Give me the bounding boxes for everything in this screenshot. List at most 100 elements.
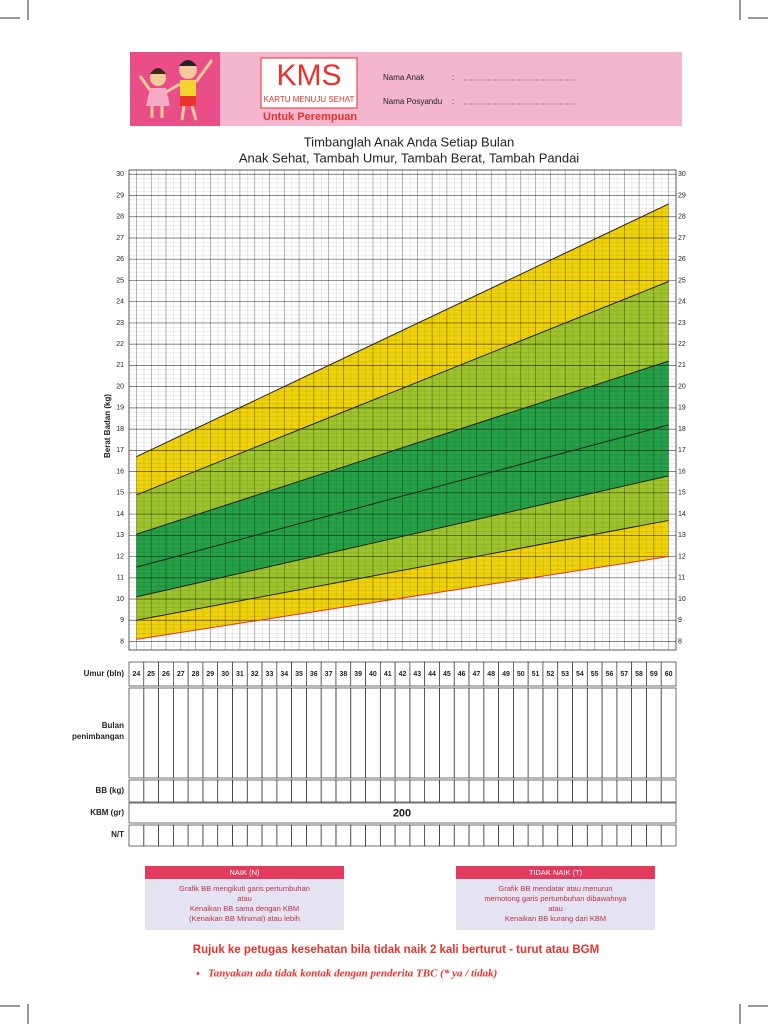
age-label: 38 <box>339 671 347 678</box>
table-cell <box>379 824 396 847</box>
table-cell <box>217 687 233 779</box>
y-tick-label: 24 <box>116 299 124 306</box>
age-label: 28 <box>192 671 200 678</box>
y-tick-label-right: 15 <box>678 490 686 497</box>
table-cell <box>601 779 618 803</box>
age-label: 39 <box>354 671 362 678</box>
age-label: 36 <box>310 671 318 678</box>
table-cell <box>173 824 189 847</box>
table-cell <box>631 687 647 779</box>
field-label: Nama Posyandu <box>383 97 442 106</box>
y-tick-label-right: 29 <box>678 192 686 199</box>
table-cell <box>350 687 366 779</box>
age-label: 33 <box>266 671 274 678</box>
table-cell <box>439 779 455 803</box>
y-tick-label-right: 20 <box>678 383 686 390</box>
table-cell <box>542 687 559 779</box>
box-line: (Kenaikan BB Minimal) atau lebih <box>189 914 300 923</box>
table-cell <box>306 824 322 847</box>
y-tick-label: 20 <box>116 383 124 390</box>
age-label: 52 <box>546 671 554 678</box>
table-cell <box>320 824 337 847</box>
table-cell <box>232 824 248 847</box>
y-tick-label-right: 16 <box>678 468 686 475</box>
y-tick-label: 21 <box>116 362 124 369</box>
logo: KMS <box>276 59 341 92</box>
table-cell <box>173 687 189 779</box>
table-cell <box>365 824 381 847</box>
table-cell <box>646 687 662 779</box>
age-label: 53 <box>561 671 569 678</box>
table-cell <box>276 687 292 779</box>
legend-boxes: NAIK (N) Grafik BB mengikuti garis pertum… <box>145 866 655 930</box>
growth-line <box>136 424 669 568</box>
table-cell <box>158 779 174 803</box>
age-label: 49 <box>502 671 510 678</box>
box-header <box>456 866 655 879</box>
table-cell <box>439 824 455 847</box>
table-cell <box>468 779 485 803</box>
table-cell <box>616 824 632 847</box>
table-cell <box>453 779 470 803</box>
table-cell <box>660 687 677 779</box>
y-tick-label: 15 <box>116 490 124 497</box>
y-tick-label: 13 <box>116 532 124 539</box>
y-tick-label: 11 <box>117 575 124 582</box>
box-line: Kenaikan BB sama dengan KBM <box>190 904 299 913</box>
field-separator: : <box>452 73 454 82</box>
age-label: 26 <box>162 671 170 678</box>
table-cell <box>143 779 159 803</box>
table-cell <box>557 687 573 779</box>
logo-box <box>260 57 358 109</box>
box-title: NAIK (N) <box>230 868 261 877</box>
box-line: memotong garis pertumbuhan dibawahnya <box>484 894 627 903</box>
table-cell <box>572 824 588 847</box>
row-label: Bulan <box>102 721 124 730</box>
growth-line <box>136 519 669 621</box>
table-cell <box>513 824 529 847</box>
box-line: Grafik BB mendatar atau menurun <box>498 884 612 893</box>
table-cell <box>143 687 159 779</box>
table-cell <box>246 779 263 803</box>
table-cell <box>276 779 292 803</box>
table-cell <box>498 779 514 803</box>
table-cell <box>439 687 455 779</box>
row-label: KBM (gr) <box>90 808 124 817</box>
header-band <box>130 52 682 126</box>
identity-fields: Nama Anak: Nama Posyandu: <box>383 73 576 106</box>
table-cell <box>542 824 559 847</box>
y-tick-label: 23 <box>116 320 124 327</box>
table-cell <box>542 779 559 803</box>
age-label: 34 <box>280 671 288 678</box>
table-cell <box>202 779 219 803</box>
age-label: 45 <box>443 671 451 678</box>
table-cell <box>187 687 204 779</box>
y-tick-label-right: 13 <box>678 532 686 539</box>
table-cell <box>261 779 278 803</box>
table-cell <box>128 824 145 847</box>
table-cell <box>291 687 307 779</box>
y-tick-label: 28 <box>116 214 124 221</box>
table-cell <box>409 779 426 803</box>
age-label: 54 <box>576 671 584 678</box>
table-cell <box>291 779 307 803</box>
y-tick-label: 19 <box>116 405 124 412</box>
table-cell <box>646 779 662 803</box>
table-cell <box>424 779 440 803</box>
growth-line <box>136 360 669 535</box>
age-label: 55 <box>591 671 599 678</box>
table-cell <box>527 687 544 779</box>
table-cell <box>513 779 529 803</box>
table-cell <box>631 779 647 803</box>
age-label: 31 <box>236 671 244 678</box>
box-line: Kenaikan BB kurang dari KBM <box>505 914 606 923</box>
y-tick-label: 17 <box>116 447 124 454</box>
table-cell <box>660 779 677 803</box>
row-label: BB (kg) <box>96 786 125 795</box>
table-cell <box>261 687 278 779</box>
table-cell <box>483 824 499 847</box>
table-cell <box>483 779 499 803</box>
table-cell <box>527 779 544 803</box>
